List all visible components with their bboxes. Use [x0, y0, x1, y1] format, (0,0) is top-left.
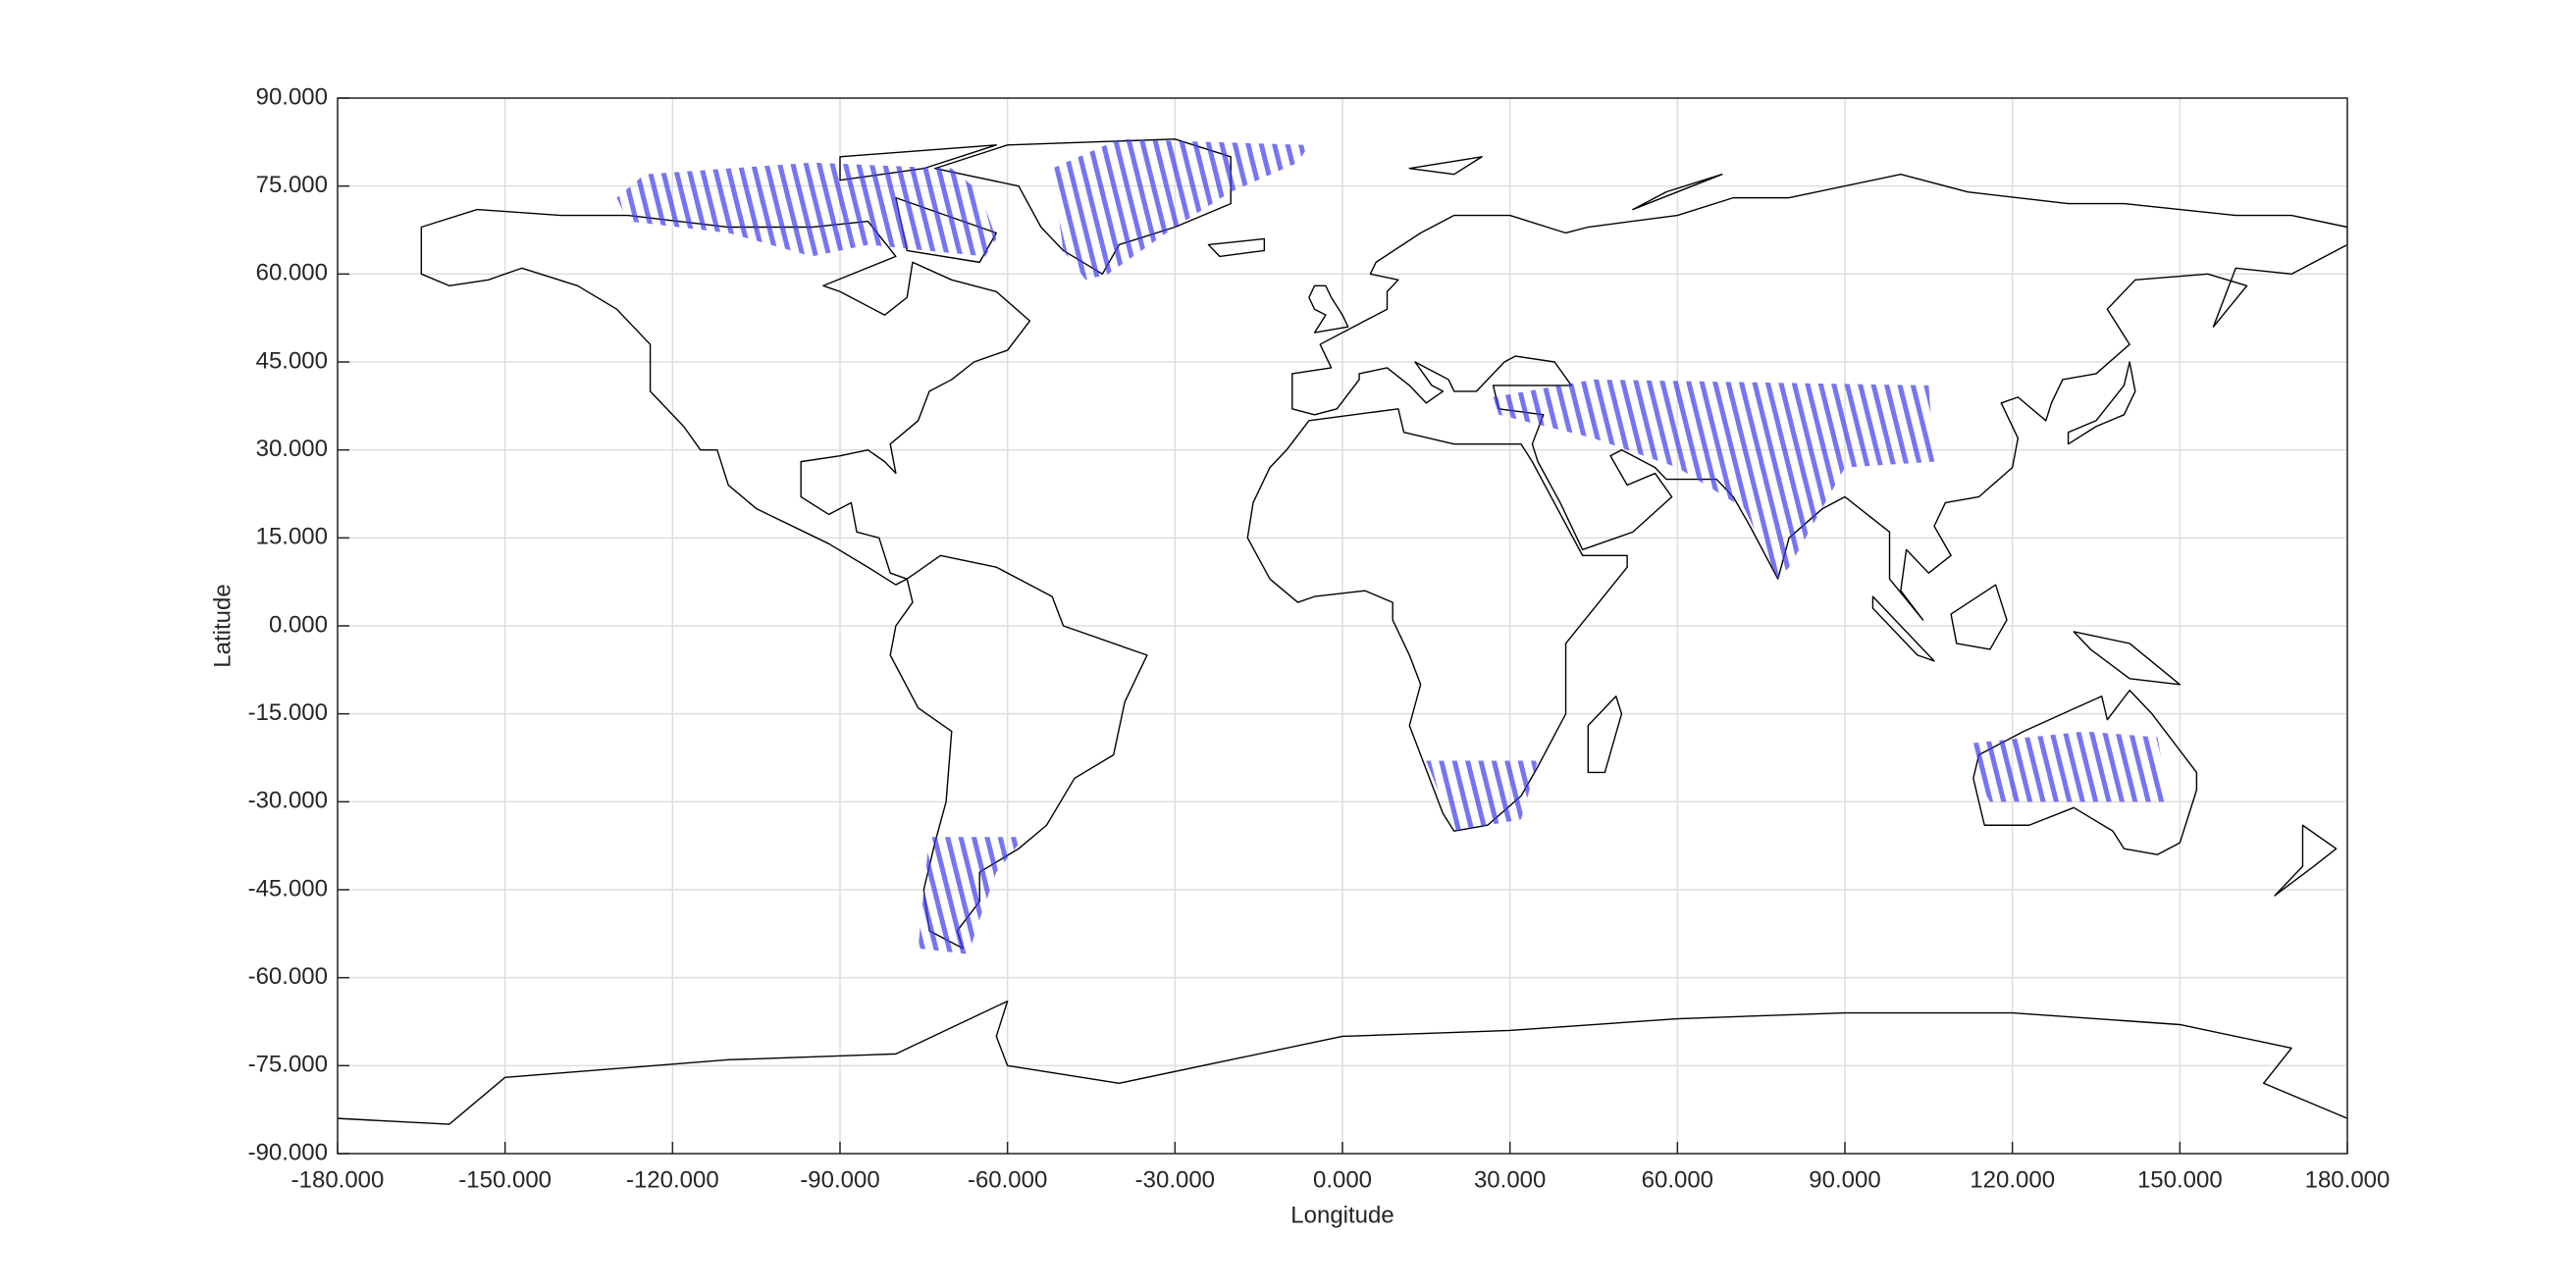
x-tick-label: 180.000: [2305, 1166, 2391, 1193]
y-tick-label: -60.000: [248, 963, 328, 990]
x-tick-label: 30.000: [1474, 1166, 1546, 1193]
x-tick-label: -60.000: [968, 1166, 1047, 1193]
swath: [1052, 138, 1309, 281]
y-tick-label: -75.000: [248, 1052, 328, 1078]
coastline: [1292, 175, 2347, 620]
y-tick-label: -45.000: [248, 875, 328, 902]
swath: [1972, 731, 2169, 802]
x-tick-label: -30.000: [1135, 1166, 1215, 1193]
x-tick-label: 60.000: [1642, 1166, 1713, 1193]
y-tick-label: -90.000: [248, 1139, 328, 1165]
y-tick-label: 75.000: [256, 172, 328, 198]
y-tick-label: -15.000: [248, 699, 328, 726]
y-tick-label: 30.000: [256, 436, 328, 462]
y-tick-label: 60.000: [256, 260, 328, 286]
x-tick-label: -150.000: [458, 1166, 552, 1193]
coastline: [421, 210, 1029, 586]
y-axis-label: Latitude: [209, 584, 236, 667]
swath: [616, 162, 997, 257]
x-tick-label: -90.000: [800, 1166, 879, 1193]
swath: [1493, 379, 1935, 580]
coastline: [1247, 409, 1627, 831]
x-tick-label: 0.000: [1313, 1166, 1372, 1193]
y-tick-label: 0.000: [269, 611, 328, 638]
x-tick-label: 120.000: [1970, 1166, 2055, 1193]
x-tick-label: -180.000: [291, 1166, 385, 1193]
swaths: [616, 138, 2169, 954]
x-tick-label: 150.000: [2137, 1166, 2223, 1193]
y-tick-label: 15.000: [256, 524, 328, 550]
coastline: [1588, 362, 2336, 896]
y-tick-label: 45.000: [256, 347, 328, 374]
y-tick-label: -30.000: [248, 788, 328, 814]
swath: [918, 837, 1025, 954]
x-tick-label: -120.000: [626, 1166, 719, 1193]
coastline: [1309, 285, 1348, 333]
coastline: [1973, 691, 2197, 854]
x-axis-label: Longitude: [1290, 1202, 1393, 1228]
coastline: [338, 1002, 2347, 1125]
x-tick-label: 90.000: [1809, 1166, 1880, 1193]
swath: [1426, 760, 1539, 832]
y-tick-label: 90.000: [256, 83, 328, 110]
